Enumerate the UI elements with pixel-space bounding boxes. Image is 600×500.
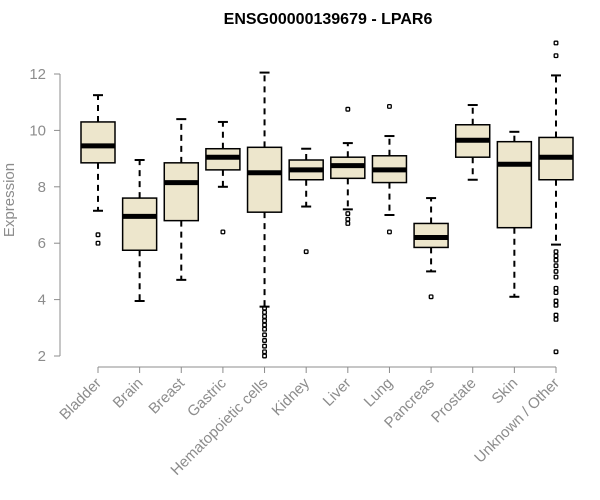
outlier-point — [262, 305, 267, 311]
x-tick-label: Bladder — [56, 375, 105, 424]
y-tick-label: 8 — [38, 179, 46, 196]
outlier-point — [345, 106, 351, 112]
outlier-point — [553, 53, 559, 59]
box-pancreas — [413, 197, 449, 300]
outlier-point — [262, 322, 267, 328]
outlier-point — [553, 274, 559, 280]
outlier-point — [220, 229, 226, 235]
box-brain — [121, 159, 158, 303]
box-iqr — [121, 197, 158, 251]
y-tick-label: 4 — [38, 292, 46, 309]
outlier-point — [553, 257, 559, 263]
x-tick-label: Prostate — [428, 375, 480, 427]
y-tick-label: 10 — [29, 122, 46, 139]
outlier-point — [553, 40, 559, 46]
outlier-point — [262, 314, 267, 319]
x-tick-label: Skin — [489, 375, 522, 408]
outlier-point — [262, 353, 267, 359]
box-unknown-other — [538, 40, 574, 355]
outlier-point — [345, 221, 351, 226]
x-tick-label: Breast — [145, 374, 188, 417]
outlier-point — [262, 318, 267, 324]
outlier-point — [553, 268, 559, 274]
outlier-point — [553, 302, 559, 308]
outlier-point — [553, 290, 559, 295]
outlier-point — [262, 326, 267, 332]
x-tick-label: Liver — [320, 375, 355, 410]
x-tick-label: Lung — [361, 375, 397, 411]
outlier-point — [387, 103, 392, 109]
outlier-point — [553, 298, 559, 304]
outlier-point — [553, 312, 559, 318]
boxes — [80, 40, 574, 359]
outlier-point — [553, 285, 559, 291]
outlier-point — [262, 349, 267, 355]
box-liver — [330, 106, 366, 226]
box-hematopoietic-cells — [246, 71, 283, 359]
y-ticks: 2 4 6 8 10 12 — [29, 66, 60, 365]
box-iqr — [496, 140, 533, 229]
box-skin — [496, 130, 533, 298]
outlier-point — [303, 249, 309, 255]
x-tick-label: Kidney — [269, 374, 314, 419]
chart-title: ENSG00000139679 - LPAR6 — [224, 11, 433, 28]
outlier-point — [262, 309, 267, 315]
outlier-point — [262, 332, 267, 338]
box-bladder — [80, 94, 116, 246]
outlier-point — [428, 294, 434, 300]
y-tick-label: 2 — [38, 348, 46, 365]
box-iqr — [246, 146, 283, 213]
outlier-point — [95, 232, 101, 238]
outlier-point — [553, 263, 559, 269]
box-kidney — [288, 147, 324, 255]
outlier-point — [553, 316, 559, 322]
outlier-point — [387, 229, 392, 235]
x-tick-label: Brain — [110, 375, 147, 412]
outlier-point — [262, 343, 267, 349]
outlier-point — [345, 216, 351, 222]
y-axis-label: Expression — [1, 163, 18, 237]
box-iqr — [163, 162, 200, 222]
outlier-point — [553, 249, 559, 255]
box-prostate — [454, 104, 491, 181]
outlier-point — [262, 338, 267, 343]
outlier-point — [553, 349, 559, 355]
box-iqr — [80, 121, 116, 164]
outlier-point — [95, 240, 101, 246]
box-breast — [163, 118, 200, 281]
y-tick-label: 12 — [29, 66, 46, 83]
box-gastric — [205, 120, 241, 235]
outlier-point — [553, 253, 559, 259]
y-tick-label: 6 — [38, 235, 46, 252]
box-lung — [371, 103, 408, 235]
outlier-point — [345, 211, 351, 217]
